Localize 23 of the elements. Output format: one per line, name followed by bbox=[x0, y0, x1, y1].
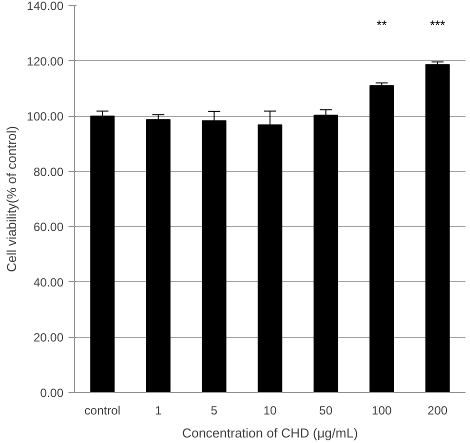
y-tick-label: 60.00 bbox=[33, 220, 64, 234]
y-tick-label: 100.00 bbox=[26, 110, 64, 124]
bar bbox=[425, 64, 450, 392]
x-axis-title: Concentration of CHD (μg/mL) bbox=[182, 426, 358, 440]
x-tick-label: 100 bbox=[372, 404, 392, 418]
bar bbox=[146, 119, 171, 392]
bar bbox=[369, 85, 394, 392]
annotation: ** bbox=[376, 17, 387, 32]
y-tick-label: 140.00 bbox=[26, 0, 64, 13]
x-tick-label: control bbox=[84, 404, 120, 418]
x-tick-label: 10 bbox=[263, 404, 277, 418]
x-tick-label: 50 bbox=[319, 404, 333, 418]
y-tick-label: 0.00 bbox=[40, 386, 64, 400]
y-axis-title: Cell viability(% of control) bbox=[4, 126, 19, 272]
y-tick-label: 40.00 bbox=[33, 275, 64, 290]
bar bbox=[90, 116, 115, 392]
annotation: *** bbox=[430, 17, 446, 32]
y-tick-label: 80.00 bbox=[33, 164, 64, 179]
x-tick-label: 200 bbox=[428, 404, 448, 418]
y-tick-label: 120.00 bbox=[26, 54, 64, 68]
y-tick-label: 20.00 bbox=[33, 330, 64, 345]
x-tick-label: 1 bbox=[154, 404, 162, 418]
x-tick-label: 5 bbox=[210, 404, 218, 418]
